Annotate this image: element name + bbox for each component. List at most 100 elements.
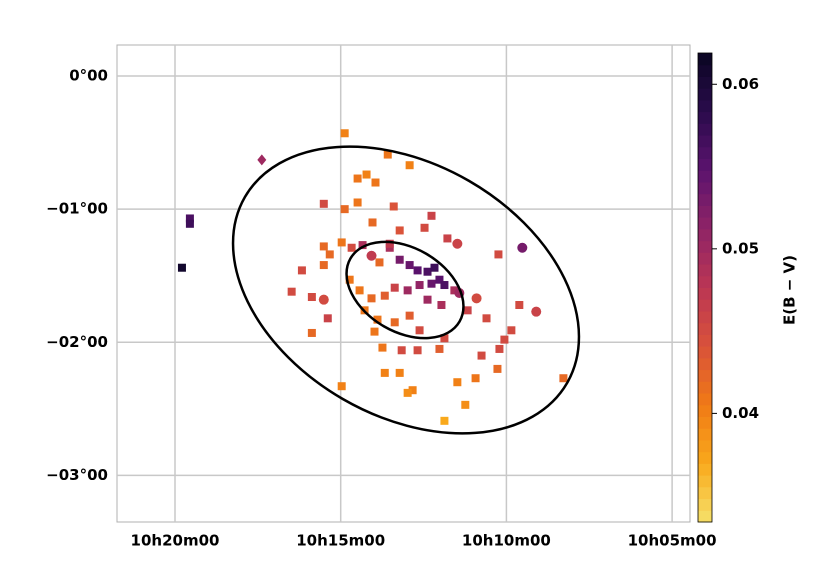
colorbar-step [698,475,712,488]
point [389,202,398,211]
colorbar-step [698,135,712,148]
point [337,238,346,247]
point [405,161,414,170]
colorbar-step [698,111,712,124]
point [420,223,429,232]
point [185,214,194,223]
colorbar-step [698,264,712,277]
point [397,346,406,355]
point [297,266,306,275]
colorbar-step [698,393,712,406]
point [323,314,332,323]
x-tick-label: 10h05m00 [628,532,717,550]
point [531,306,542,317]
colorbar-tick-label: 0.04 [722,404,759,422]
point [373,315,382,324]
y-tick-label: −03°00 [46,466,108,484]
point [440,334,449,343]
point [415,281,424,290]
point [403,286,412,295]
point [395,255,404,264]
colorbar-step [698,404,712,417]
point [287,287,296,296]
point [177,263,186,272]
point [375,258,384,267]
colorbar-step [698,322,712,335]
point [366,250,377,261]
colorbar-step [698,439,712,453]
point [185,219,194,228]
colorbar-step [698,252,712,265]
colorbar-step [698,369,712,382]
point [340,129,349,138]
colorbar-step [698,123,712,136]
colorbar-step [698,510,712,523]
point [413,346,422,355]
point [353,198,362,207]
colorbar-step [698,205,712,218]
x-tick-label: 10h10m00 [462,532,551,550]
colorbar-frame [697,52,713,523]
colorbar-step [698,451,712,464]
point [559,374,568,383]
point [370,327,379,336]
colorbar [698,53,712,523]
colorbar-step [698,310,712,324]
x-tick-label: 10h15m00 [296,532,385,550]
colorbar-step [698,275,712,288]
point [477,351,486,360]
x-tick-label: 10h20m00 [131,532,220,550]
point [390,318,399,327]
point [415,326,424,335]
point [435,275,444,284]
colorbar-step [698,357,712,371]
colorbar-step [698,416,712,429]
point [427,211,436,220]
point [495,344,504,353]
point [378,343,387,352]
colorbar-step [698,428,712,441]
colorbar-step [698,170,712,183]
point [440,416,449,425]
point [371,178,380,187]
point [517,242,528,253]
colorbar-step [698,64,712,77]
colorbar-step [698,228,712,242]
colorbar-step [698,217,712,230]
colorbar-step [698,76,712,89]
point [395,368,404,377]
colorbar-step [698,334,712,347]
point [437,301,446,310]
colorbar-step [698,486,712,500]
point [355,286,364,295]
point [385,239,394,248]
colorbar-step [698,498,712,511]
point [405,261,414,270]
point [463,306,472,315]
point [390,283,399,292]
y-tick-label: −01°00 [46,200,108,218]
point [368,218,377,227]
point [383,150,392,159]
point [318,294,329,305]
colorbar-step [698,463,712,476]
point [319,261,328,270]
point [325,250,334,259]
point [507,326,516,335]
point [494,250,503,259]
colorbar-step [698,158,712,171]
colorbar-step [698,381,712,394]
point [337,382,346,391]
point [461,400,470,409]
point [423,295,432,304]
inner-ellipse [345,240,465,340]
point [395,226,404,235]
point [307,328,316,337]
point [380,368,389,377]
colorbar-step [698,146,712,160]
point [430,263,439,272]
point [427,279,436,288]
points [177,129,568,425]
point [367,294,376,303]
